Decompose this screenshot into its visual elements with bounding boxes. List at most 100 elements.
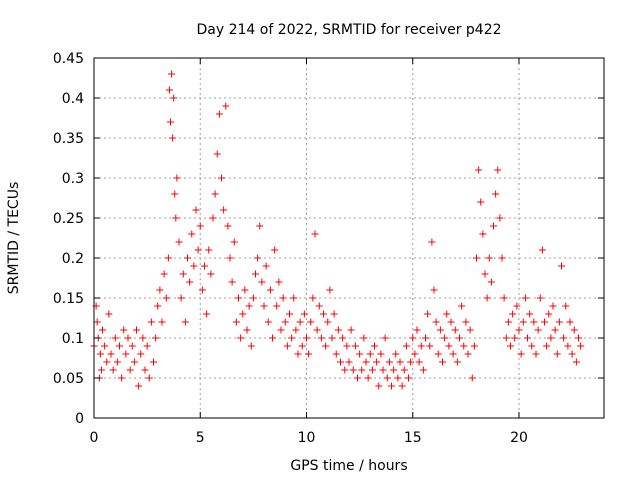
data-point: [213, 150, 221, 158]
data-point: [133, 326, 140, 334]
data-point: [177, 294, 185, 302]
data-point: [167, 118, 174, 126]
data-point: [215, 110, 223, 118]
data-point: [351, 342, 359, 350]
data-point: [328, 334, 336, 342]
data-point: [288, 334, 296, 342]
plot-frame: [93, 57, 605, 419]
y-tick-label: 0.3: [62, 171, 84, 187]
data-point: [130, 358, 138, 366]
data-point: [315, 302, 323, 310]
chart-title: Day 214 of 2022, SRMTID for receiver p42…: [196, 22, 501, 38]
data-point: [271, 246, 279, 254]
data-point: [281, 318, 289, 326]
data-point: [230, 238, 238, 246]
data-point: [245, 302, 253, 310]
data-point: [103, 358, 111, 366]
data-point: [547, 334, 555, 342]
data-point: [502, 334, 510, 342]
data-point: [417, 342, 425, 350]
data-point: [477, 198, 485, 206]
data-point: [549, 302, 557, 310]
data-point: [116, 342, 123, 350]
data-point: [275, 278, 283, 286]
data-point: [254, 254, 262, 262]
data-point: [96, 350, 104, 358]
data-point: [534, 326, 542, 334]
data-point: [184, 254, 191, 262]
data-point: [485, 254, 493, 262]
data-point: [487, 278, 495, 286]
data-point: [462, 318, 470, 326]
data-point: [360, 334, 368, 342]
data-point: [398, 382, 406, 390]
data-point: [137, 350, 145, 358]
data-point: [519, 318, 527, 326]
data-point: [460, 342, 468, 350]
data-point: [241, 286, 249, 294]
data-point: [458, 302, 466, 310]
data-point: [109, 366, 117, 374]
data-point: [156, 286, 164, 294]
x-tick-label: 5: [196, 430, 205, 446]
data-point: [470, 342, 478, 350]
data-point: [562, 302, 570, 310]
y-tick-label: 0.45: [53, 51, 84, 67]
data-point: [439, 358, 446, 366]
data-point: [181, 318, 189, 326]
data-point: [97, 366, 105, 374]
data-point: [264, 318, 272, 326]
y-tick-label: 0.2: [62, 251, 84, 267]
data-point: [371, 342, 378, 350]
data-point: [279, 294, 287, 302]
data-point: [362, 358, 370, 366]
y-tick-label: 0.05: [53, 371, 84, 387]
data-point: [337, 358, 344, 366]
data-point: [509, 310, 517, 318]
data-point: [511, 334, 519, 342]
data-point: [105, 310, 113, 318]
data-point: [441, 334, 449, 342]
data-point: [300, 310, 308, 318]
data-point: [413, 326, 421, 334]
data-point: [164, 254, 172, 262]
data-point: [468, 374, 476, 382]
data-point: [128, 342, 136, 350]
data-point: [143, 342, 151, 350]
data-point: [317, 334, 325, 342]
data-point: [570, 326, 578, 334]
y-tick-label: 0.4: [62, 91, 84, 107]
data-point: [220, 206, 228, 214]
data-point: [543, 342, 551, 350]
data-point: [524, 334, 531, 342]
data-point: [260, 302, 268, 310]
data-point: [218, 174, 225, 182]
data-point: [449, 350, 457, 358]
data-point: [207, 270, 215, 278]
data-point: [424, 310, 432, 318]
data-point: [492, 190, 500, 198]
data-point: [226, 254, 234, 262]
data-point: [239, 310, 247, 318]
data-point: [400, 366, 408, 374]
data-point: [313, 326, 321, 334]
data-point: [162, 294, 170, 302]
data-point: [192, 206, 200, 214]
data-point: [366, 350, 374, 358]
data-point: [436, 326, 444, 334]
data-point: [324, 318, 332, 326]
data-point: [513, 302, 521, 310]
data-point: [572, 358, 580, 366]
data-point: [428, 238, 436, 246]
data-point: [273, 302, 281, 310]
data-point: [553, 350, 561, 358]
data-point: [405, 374, 412, 382]
data-point: [283, 342, 291, 350]
data-point: [320, 310, 327, 318]
data-point: [237, 334, 245, 342]
data-point: [532, 350, 540, 358]
data-point: [139, 334, 147, 342]
data-point: [392, 350, 400, 358]
data-point: [504, 318, 512, 326]
